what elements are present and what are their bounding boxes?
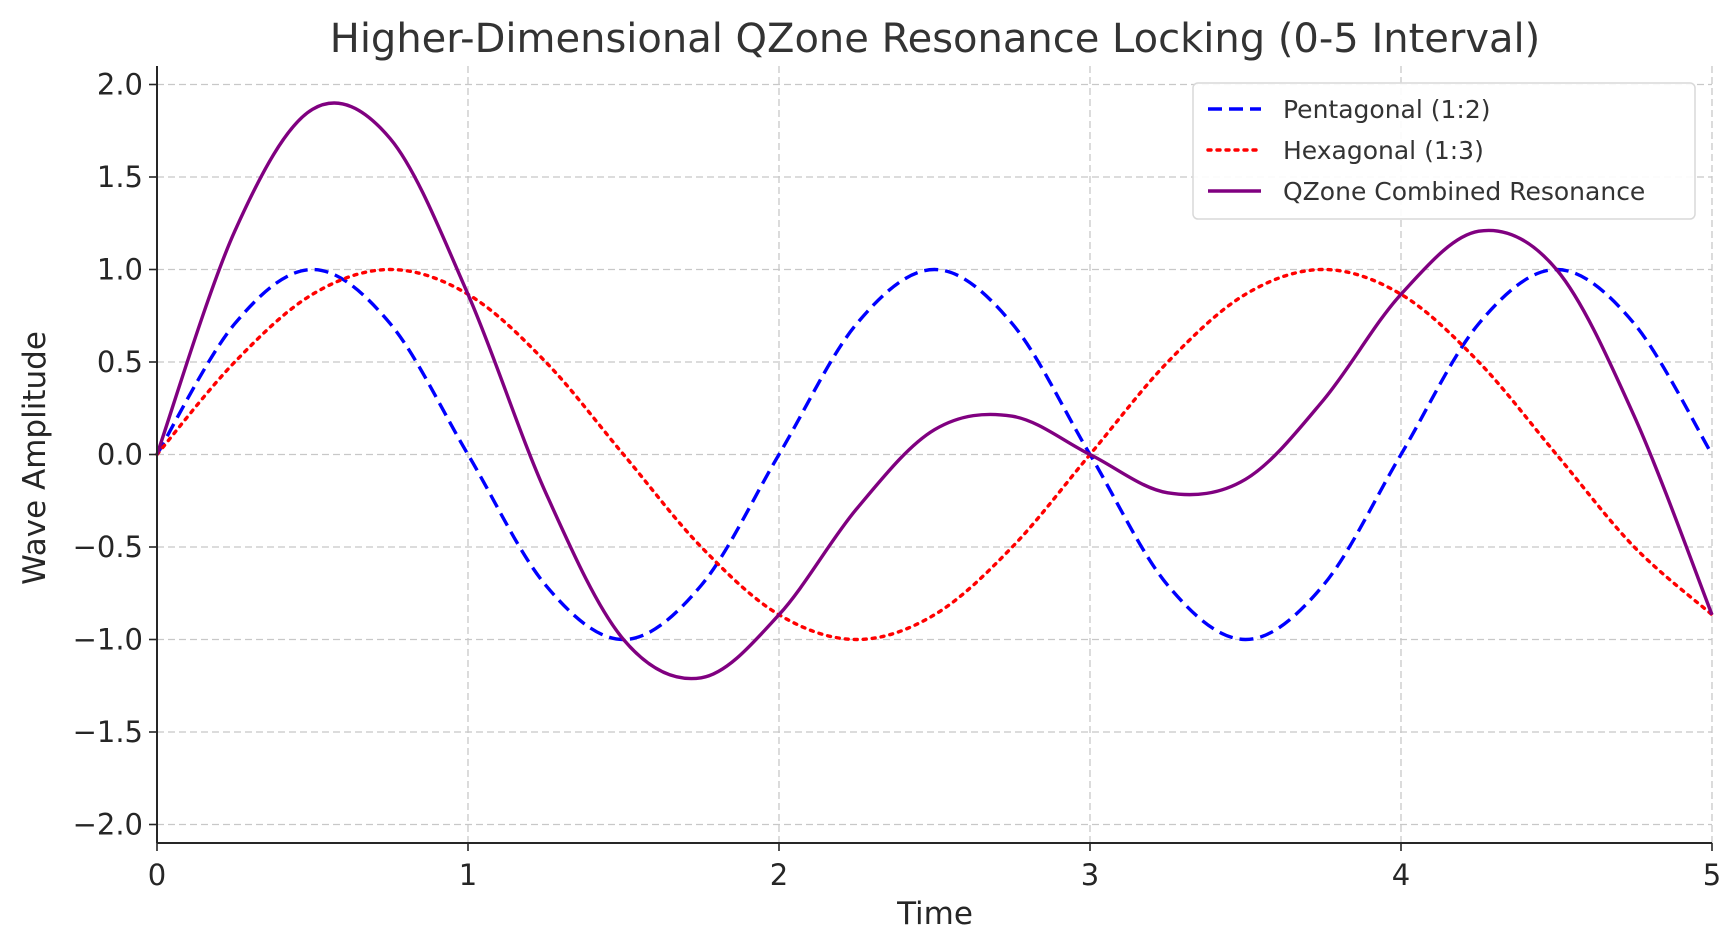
tick-labels: 0 1 2 3 4 5 2.0 1.5 1.0 0.5 0.0 −0.5 −1.0 −1.5 −2.0 — [73, 68, 1722, 893]
x-tick-label: 2 — [770, 858, 788, 892]
series-group — [155, 101, 1714, 681]
legend: Pentagonal (1:2) Hexagonal (1:3) QZone Com… — [1192, 82, 1696, 220]
y-tick-label: −1.0 — [73, 623, 143, 657]
y-tick-label: 1.0 — [97, 253, 143, 287]
y-tick-label: 1.5 — [97, 160, 143, 194]
y-tick-label: −0.5 — [73, 530, 143, 564]
series-line-hexagonal-1-3 — [155, 267, 1714, 642]
axes — [149, 66, 1713, 851]
y-axis-label: Wave Amplitude — [17, 331, 53, 585]
x-tick-label: 4 — [1392, 858, 1410, 892]
legend-label: Hexagonal (1:3) — [1283, 136, 1484, 165]
chart-title: Higher-Dimensional QZone Resonance Locki… — [330, 16, 1541, 62]
y-tick-label: −1.5 — [73, 715, 143, 749]
x-tick-label: 0 — [148, 858, 166, 892]
y-tick-label: 0.0 — [97, 438, 143, 472]
x-tick-label: 5 — [1703, 858, 1721, 892]
legend-frame — [1192, 82, 1696, 220]
x-tick-label: 3 — [1081, 858, 1099, 892]
x-tick-label: 1 — [459, 858, 477, 892]
y-tick-label: −2.0 — [73, 808, 143, 842]
x-axis-label: Time — [896, 896, 973, 932]
series-line-qzone-combined-resonance — [155, 101, 1714, 681]
legend-label: QZone Combined Resonance — [1283, 177, 1645, 206]
legend-label: Pentagonal (1:2) — [1283, 95, 1491, 124]
y-tick-label: 0.5 — [97, 345, 143, 379]
series-line-pentagonal-1-2 — [155, 267, 1714, 642]
y-tick-label: 2.0 — [97, 68, 143, 102]
